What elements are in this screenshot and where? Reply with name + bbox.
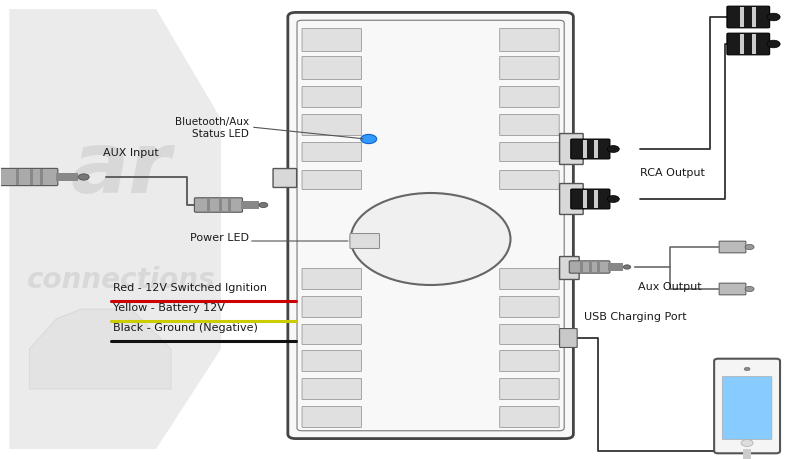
Text: Bluetooth/Aux
Status LED: Bluetooth/Aux Status LED	[174, 117, 249, 139]
Bar	[580, 262, 583, 273]
Circle shape	[745, 245, 754, 250]
Polygon shape	[30, 309, 171, 389]
FancyBboxPatch shape	[559, 257, 579, 280]
Text: AUX Input: AUX Input	[103, 148, 159, 157]
Polygon shape	[10, 10, 221, 449]
Text: Red - 12V Switched Ignition: Red - 12V Switched Ignition	[113, 282, 267, 292]
FancyBboxPatch shape	[302, 351, 362, 372]
Bar	[597, 262, 600, 273]
Text: Aux Output: Aux Output	[638, 281, 702, 291]
FancyBboxPatch shape	[500, 379, 559, 400]
FancyBboxPatch shape	[194, 198, 242, 213]
Bar	[583, 141, 587, 159]
Bar	[218, 199, 222, 212]
FancyBboxPatch shape	[570, 190, 610, 209]
FancyBboxPatch shape	[559, 134, 583, 165]
FancyBboxPatch shape	[719, 284, 746, 295]
FancyBboxPatch shape	[302, 379, 362, 400]
FancyBboxPatch shape	[302, 407, 362, 427]
FancyBboxPatch shape	[500, 269, 559, 290]
FancyBboxPatch shape	[727, 34, 770, 56]
Bar	[740, 8, 744, 28]
FancyBboxPatch shape	[302, 57, 362, 80]
Bar	[594, 141, 598, 159]
Circle shape	[744, 368, 750, 371]
Circle shape	[767, 14, 780, 22]
FancyBboxPatch shape	[500, 407, 559, 427]
FancyBboxPatch shape	[500, 325, 559, 345]
FancyBboxPatch shape	[570, 261, 610, 274]
Circle shape	[607, 196, 619, 203]
FancyBboxPatch shape	[559, 184, 583, 215]
Bar	[228, 199, 230, 212]
Bar	[740, 35, 744, 55]
Bar	[41, 170, 43, 185]
Text: connections: connections	[27, 265, 215, 293]
Bar	[752, 8, 756, 28]
FancyBboxPatch shape	[302, 143, 362, 162]
Text: ar: ar	[71, 128, 171, 211]
Circle shape	[259, 203, 268, 208]
FancyBboxPatch shape	[722, 377, 772, 440]
FancyBboxPatch shape	[302, 29, 362, 52]
FancyBboxPatch shape	[727, 7, 770, 29]
Bar	[752, 35, 756, 55]
Text: USB Charging Port: USB Charging Port	[584, 311, 687, 321]
FancyBboxPatch shape	[559, 329, 577, 348]
FancyBboxPatch shape	[302, 115, 362, 136]
Bar	[16, 170, 18, 185]
FancyBboxPatch shape	[302, 297, 362, 318]
FancyBboxPatch shape	[288, 13, 574, 439]
FancyBboxPatch shape	[500, 171, 559, 190]
Circle shape	[607, 146, 619, 153]
Bar	[56, 174, 78, 182]
Bar	[590, 262, 593, 273]
FancyBboxPatch shape	[500, 29, 559, 52]
Circle shape	[350, 194, 510, 285]
FancyBboxPatch shape	[500, 297, 559, 318]
Text: Yellow - Battery 12V: Yellow - Battery 12V	[113, 302, 225, 312]
Bar	[594, 190, 598, 208]
FancyBboxPatch shape	[302, 325, 362, 345]
FancyBboxPatch shape	[500, 115, 559, 136]
Text: RCA Output: RCA Output	[640, 168, 705, 178]
FancyBboxPatch shape	[302, 87, 362, 108]
Circle shape	[361, 135, 377, 144]
Circle shape	[78, 174, 89, 181]
FancyBboxPatch shape	[500, 87, 559, 108]
FancyBboxPatch shape	[0, 169, 58, 186]
FancyBboxPatch shape	[302, 171, 362, 190]
FancyBboxPatch shape	[719, 241, 746, 253]
Bar	[608, 263, 623, 271]
Bar	[241, 202, 259, 210]
Text: Black - Ground (Negative): Black - Ground (Negative)	[113, 322, 258, 332]
FancyBboxPatch shape	[500, 351, 559, 372]
FancyBboxPatch shape	[500, 57, 559, 80]
FancyBboxPatch shape	[273, 169, 297, 188]
FancyBboxPatch shape	[350, 234, 379, 249]
Bar	[30, 170, 33, 185]
Bar	[583, 190, 587, 208]
FancyBboxPatch shape	[714, 359, 780, 453]
Circle shape	[745, 287, 754, 292]
Circle shape	[741, 440, 753, 447]
FancyBboxPatch shape	[302, 269, 362, 290]
Circle shape	[623, 265, 630, 269]
Bar	[207, 199, 210, 212]
FancyBboxPatch shape	[570, 140, 610, 160]
Circle shape	[767, 41, 780, 49]
Text: Power LED: Power LED	[190, 233, 249, 242]
FancyBboxPatch shape	[500, 143, 559, 162]
Bar	[743, 449, 751, 459]
